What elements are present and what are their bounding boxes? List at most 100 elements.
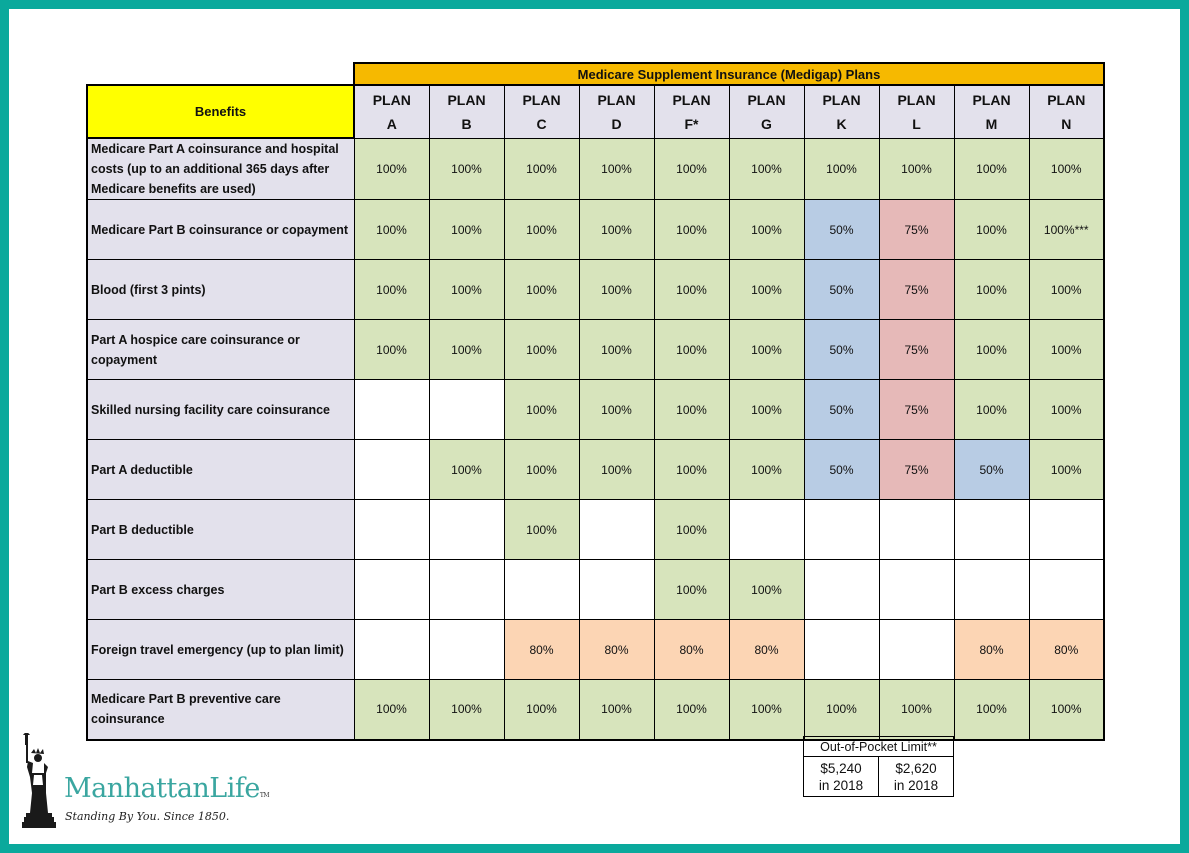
coverage-cell: 75%: [878, 199, 955, 260]
coverage-cell: 50%: [803, 379, 880, 440]
plan-letter: N: [1061, 115, 1072, 132]
table-row: Medicare Part B coinsurance or copayment…: [86, 199, 1105, 260]
coverage-cell: 100%: [428, 199, 505, 260]
coverage-cell: 100%: [503, 499, 580, 560]
coverage-cell: 100%: [503, 679, 580, 741]
table-row: Part B deductible 100% 100%: [86, 499, 1105, 560]
coverage-cell: 100%: [653, 679, 730, 741]
plan-header: PLAN N: [1028, 84, 1105, 139]
table-row: Foreign travel emergency (up to plan lim…: [86, 619, 1105, 680]
coverage-cell: 50%: [803, 319, 880, 380]
coverage-cell: 100%: [353, 319, 430, 380]
coverage-cell: [878, 619, 955, 680]
coverage-cell: [353, 439, 430, 500]
plan-word: PLAN: [372, 91, 411, 108]
coverage-cell: [803, 559, 880, 620]
coverage-cell: 100%: [353, 199, 430, 260]
coverage-cell: 100%: [653, 559, 730, 620]
benefit-label: Part B deductible: [86, 499, 355, 560]
plan-word: PLAN: [747, 91, 786, 108]
coverage-cell: [803, 619, 880, 680]
coverage-cell: [578, 559, 655, 620]
coverage-cell: [428, 619, 505, 680]
coverage-cell: 100%: [428, 259, 505, 320]
plan-header: PLAN G: [728, 84, 805, 139]
benefit-label: Medicare Part A coinsurance and hospital…: [86, 137, 355, 200]
out-of-pocket-l-year: in 2018: [893, 777, 939, 793]
coverage-cell: 80%: [653, 619, 730, 680]
benefit-label: Part B excess charges: [86, 559, 355, 620]
coverage-cell: 100%: [1028, 439, 1105, 500]
coverage-cell: 100%: [578, 137, 655, 200]
table-title: Medicare Supplement Insurance (Medigap) …: [353, 62, 1105, 86]
plan-word: PLAN: [672, 91, 711, 108]
coverage-cell: 80%: [1028, 619, 1105, 680]
coverage-cell: 100%: [1028, 137, 1105, 200]
plan-letter: K: [836, 115, 847, 132]
coverage-cell: 80%: [953, 619, 1030, 680]
coverage-cell: 100%: [953, 199, 1030, 260]
coverage-cell: 100%: [953, 259, 1030, 320]
coverage-cell: 100%: [653, 439, 730, 500]
coverage-cell: [728, 499, 805, 560]
out-of-pocket-k-year: in 2018: [818, 777, 864, 793]
out-of-pocket-plan-l: $2,620 in 2018: [878, 756, 954, 797]
coverage-cell: [578, 499, 655, 560]
plan-header: PLAN A: [353, 84, 430, 139]
benefits-header: Benefits: [86, 84, 355, 139]
plan-header: PLAN D: [578, 84, 655, 139]
coverage-cell: [353, 559, 430, 620]
coverage-cell: 100%: [653, 199, 730, 260]
coverage-cell: [428, 499, 505, 560]
coverage-cell: 100%: [578, 319, 655, 380]
coverage-cell: 80%: [578, 619, 655, 680]
out-of-pocket-label: Out-of-Pocket Limit**: [803, 736, 954, 757]
coverage-cell: 100%: [428, 679, 505, 741]
coverage-cell: [503, 559, 580, 620]
coverage-cell: 100%: [503, 379, 580, 440]
plan-letter: D: [611, 115, 622, 132]
coverage-cell: 100%: [578, 679, 655, 741]
coverage-cell: 100%: [653, 499, 730, 560]
brand-name: ManhattanLifeTM: [64, 773, 270, 804]
plan-word: PLAN: [972, 91, 1011, 108]
plan-word: PLAN: [447, 91, 486, 108]
plan-letter: M: [985, 115, 998, 132]
coverage-cell: 50%: [803, 259, 880, 320]
coverage-cell: [353, 619, 430, 680]
benefit-label: Medicare Part B coinsurance or copayment: [86, 199, 355, 260]
plan-header: PLAN F*: [653, 84, 730, 139]
coverage-cell: 75%: [878, 259, 955, 320]
out-of-pocket-l-amount: $2,620: [895, 760, 937, 776]
coverage-cell: 80%: [728, 619, 805, 680]
coverage-cell: 100%: [1028, 679, 1105, 741]
coverage-cell: 100%: [878, 137, 955, 200]
plan-letter: F*: [684, 115, 699, 132]
coverage-cell: 100%: [578, 439, 655, 500]
coverage-cell: 100%: [1028, 259, 1105, 320]
coverage-cell: 100%: [578, 379, 655, 440]
coverage-cell: 100%: [803, 137, 880, 200]
coverage-cell: 100%: [878, 679, 955, 741]
coverage-cell: 100%: [503, 319, 580, 380]
benefit-label: Part A deductible: [86, 439, 355, 500]
coverage-cell: 80%: [503, 619, 580, 680]
plan-header: PLAN B: [428, 84, 505, 139]
plan-word: PLAN: [897, 91, 936, 108]
benefit-label: Skilled nursing facility care coinsuranc…: [86, 379, 355, 440]
benefit-label: Medicare Part B preventive care coinsura…: [86, 679, 355, 741]
manhattanlife-logo: ManhattanLifeTM Standing By You. Since 1…: [18, 733, 270, 833]
coverage-cell: 50%: [953, 439, 1030, 500]
plan-header: PLAN C: [503, 84, 580, 139]
coverage-cell: 100%: [653, 137, 730, 200]
table-row: Part A deductible 100% 100% 100% 100% 100% 50%…: [86, 439, 1105, 500]
coverage-cell: 100%: [728, 559, 805, 620]
coverage-cell: 100%: [728, 259, 805, 320]
coverage-cell: [878, 499, 955, 560]
benefit-label: Part A hospice care coinsurance or copay…: [86, 319, 355, 380]
coverage-cell: 100%: [953, 679, 1030, 741]
table-row: Medicare Part B preventive care coinsura…: [86, 679, 1105, 741]
coverage-cell: 100%: [728, 379, 805, 440]
coverage-cell: [878, 559, 955, 620]
